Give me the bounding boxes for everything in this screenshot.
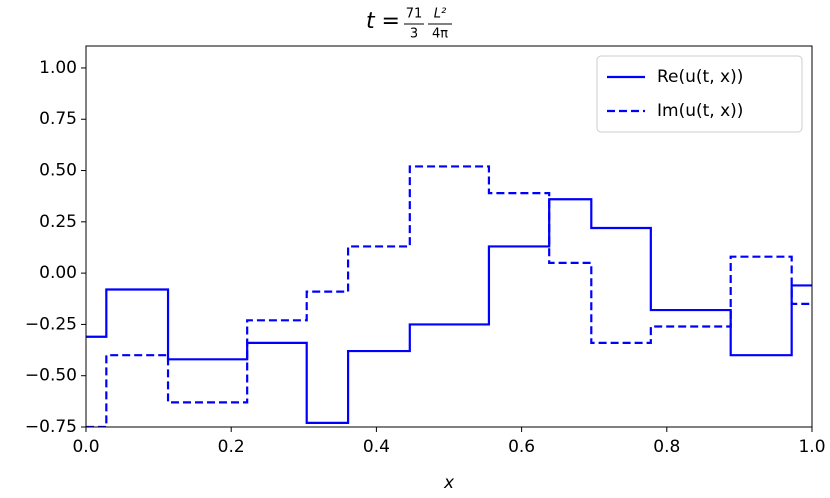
x-tick-label: 0.0 xyxy=(72,437,99,457)
x-tick-label: 0.2 xyxy=(218,437,245,457)
x-tick-label: 0.4 xyxy=(363,437,390,457)
title-numerator: 71 xyxy=(406,7,423,22)
x-axis-label: x xyxy=(443,473,455,493)
legend-label: Im(u(t, x)) xyxy=(657,101,743,121)
y-tick-label: −0.25 xyxy=(25,314,77,334)
legend-box xyxy=(596,55,803,133)
x-tick-label: 1.0 xyxy=(798,437,825,457)
series-line xyxy=(86,165,812,427)
title-denominator: 3 xyxy=(410,27,418,42)
title-denominator: 4π xyxy=(432,27,448,42)
chart-title: t = xyxy=(366,9,400,34)
y-tick-label: 1.00 xyxy=(39,58,77,78)
y-tick-label: −0.75 xyxy=(25,417,77,437)
y-tick-label: 0.00 xyxy=(39,263,77,283)
y-tick-label: 0.75 xyxy=(39,109,77,129)
series-line xyxy=(86,198,812,424)
x-tick-label: 0.6 xyxy=(508,437,535,457)
x-tick-label: 0.8 xyxy=(653,437,680,457)
y-tick-label: 0.25 xyxy=(39,212,77,232)
y-tick-label: −0.50 xyxy=(25,366,77,386)
legend-label: Re(u(t, x)) xyxy=(657,67,743,87)
plot-frame xyxy=(85,45,813,428)
title-numerator: L² xyxy=(434,7,446,22)
y-tick-label: 0.50 xyxy=(39,161,77,181)
